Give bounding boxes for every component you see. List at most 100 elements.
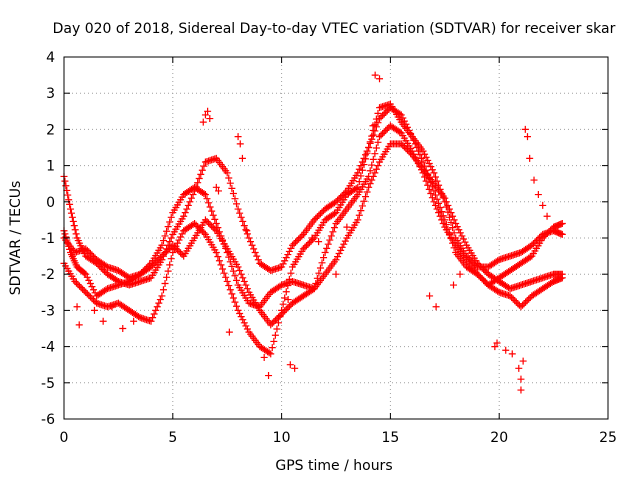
data-point-track-a: [166, 218, 174, 226]
data-point-track-b: [225, 282, 233, 290]
data-point-track-d: [480, 266, 488, 274]
data-point-track-c: [234, 205, 242, 213]
data-point-track-c: [100, 267, 108, 275]
data-point-track-d: [369, 172, 377, 180]
data-point-track-c: [187, 194, 195, 202]
data-point-track-c: [64, 191, 72, 199]
data-point-track-b: [494, 287, 502, 295]
data-point-track-b: [480, 276, 488, 284]
data-point-track-b: [155, 299, 163, 307]
data-point-track-b: [194, 223, 202, 231]
data-point-track-d: [205, 219, 213, 227]
data-point-isolated-points: [493, 339, 501, 347]
data-point-track-a: [276, 282, 284, 290]
data-point-isolated-points: [371, 71, 379, 79]
data-point-track-c: [250, 245, 258, 253]
data-point-track-c: [338, 192, 346, 200]
data-point-isolated-points: [108, 303, 116, 311]
data-point-track-c: [310, 216, 318, 224]
data-point-track-d: [237, 270, 245, 278]
data-point-track-b: [268, 344, 276, 352]
data-point-isolated-points: [426, 292, 434, 300]
data-point-isolated-points: [534, 191, 542, 199]
data-point-track-d: [309, 286, 317, 294]
data-point-track-c: [469, 258, 477, 266]
data-point-track-c: [236, 209, 244, 217]
data-point-track-b: [445, 230, 453, 238]
data-point-track-b: [477, 273, 485, 281]
data-point-track-c: [67, 205, 75, 213]
data-point-track-b: [236, 310, 244, 318]
data-point-track-d: [211, 225, 219, 233]
data-point-track-b: [164, 267, 172, 275]
axis-ticks: 0 5 10 15 20 25 -6 -5 -4 -3 -2 -1 0 1 2 3 4: [41, 50, 617, 446]
data-point-track-c: [242, 226, 250, 234]
data-point-track-b: [169, 248, 177, 256]
data-point-track-c: [450, 229, 458, 237]
data-point-track-b: [442, 221, 450, 229]
data-point-track-c: [72, 230, 80, 238]
data-point-track-a: [329, 228, 337, 236]
data-point-track-c: [189, 191, 197, 199]
data-point-isolated-points: [238, 154, 246, 162]
data-point-isolated-points: [214, 187, 222, 195]
data-point-track-c: [337, 193, 345, 201]
data-point-track-a: [372, 144, 380, 152]
data-point-track-b: [444, 225, 452, 233]
chart-title: Day 020 of 2018, Sidereal Day-to-day VTE…: [53, 21, 616, 37]
data-point-track-d: [149, 261, 157, 269]
data-point-track-c: [225, 174, 233, 182]
data-point-track-b: [90, 296, 98, 304]
data-point-track-d: [178, 251, 186, 259]
data-point-track-b: [436, 203, 444, 211]
data-point-track-d: [442, 198, 450, 206]
data-point-track-c: [368, 132, 376, 140]
data-point-track-b: [279, 300, 287, 308]
data-point-track-b: [212, 248, 220, 256]
data-point-track-d: [450, 216, 458, 224]
data-point-track-b: [177, 233, 185, 241]
data-point-track-d: [83, 246, 91, 254]
data-point-track-c: [365, 144, 373, 151]
data-point-track-b: [80, 287, 88, 295]
x-axis-label: GPS time / hours: [275, 458, 392, 474]
data-point-track-b: [240, 319, 248, 327]
data-point-track-b: [175, 236, 183, 244]
data-point-track-c: [248, 241, 256, 249]
data-point-track-c: [245, 234, 253, 242]
data-point-track-d: [170, 243, 178, 251]
data-point-track-a: [377, 131, 385, 139]
data-point-track-c: [191, 187, 199, 195]
data-point-track-d: [282, 305, 290, 313]
data-point-track-b: [512, 298, 520, 306]
data-point-isolated-points: [204, 107, 212, 115]
data-point-track-d: [478, 264, 486, 272]
data-point-track-c: [419, 147, 427, 155]
data-point-isolated-points: [236, 140, 244, 148]
data-point-track-b: [281, 294, 289, 302]
data-point-track-a: [380, 128, 388, 136]
data-point-track-b: [158, 292, 166, 300]
data-point-track-b: [517, 303, 525, 311]
data-point-track-d: [455, 226, 463, 234]
data-point-track-b: [237, 313, 245, 321]
data-point-track-a: [231, 272, 239, 280]
data-point-track-d: [268, 319, 276, 327]
data-point-track-c: [223, 169, 231, 177]
data-point-track-b: [417, 154, 425, 162]
data-point-track-b: [79, 285, 87, 293]
data-point-track-d: [284, 304, 292, 312]
data-point-track-d: [368, 176, 376, 184]
data-point-track-d: [169, 241, 177, 249]
data-point-track-b: [509, 295, 517, 303]
data-point-track-d: [334, 253, 342, 261]
data-point-track-d: [209, 224, 217, 232]
data-point-track-a: [327, 232, 335, 240]
data-point-track-c: [531, 238, 539, 246]
data-point-track-b: [358, 166, 366, 174]
data-point-track-c: [282, 254, 290, 262]
data-point-track-c: [243, 230, 251, 238]
data-point-isolated-points: [75, 321, 83, 329]
data-point-track-a: [320, 254, 328, 262]
